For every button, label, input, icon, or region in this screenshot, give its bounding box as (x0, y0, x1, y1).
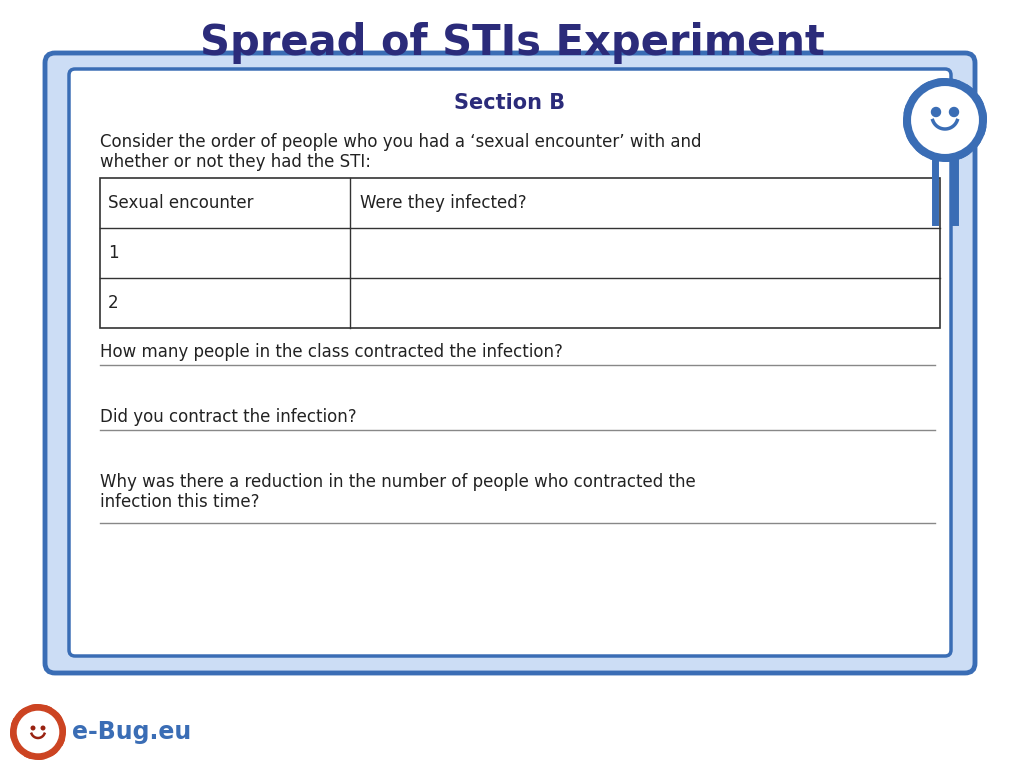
Circle shape (41, 726, 45, 730)
Wedge shape (974, 95, 984, 107)
Circle shape (10, 704, 66, 760)
Circle shape (949, 108, 958, 117)
Wedge shape (38, 753, 45, 760)
Text: 2: 2 (108, 294, 119, 312)
Circle shape (16, 710, 60, 754)
Text: whether or not they had the STI:: whether or not they had the STI: (100, 153, 371, 171)
Wedge shape (970, 138, 981, 150)
Circle shape (31, 726, 36, 730)
Wedge shape (10, 732, 16, 740)
Wedge shape (906, 134, 916, 144)
Circle shape (932, 108, 940, 117)
Wedge shape (945, 154, 954, 162)
Text: Sexual encounter: Sexual encounter (108, 194, 254, 212)
Wedge shape (24, 751, 33, 759)
Text: e-Bug.eu: e-Bug.eu (72, 720, 191, 744)
Wedge shape (964, 84, 975, 95)
Wedge shape (935, 78, 945, 86)
Wedge shape (11, 718, 19, 727)
Wedge shape (31, 704, 38, 710)
Wedge shape (53, 712, 62, 721)
Wedge shape (977, 125, 986, 136)
Wedge shape (18, 708, 27, 717)
Text: Consider the order of people who you had a ‘sexual encounter’ with and: Consider the order of people who you had… (100, 133, 701, 151)
Text: How many people in the class contracted the infection?: How many people in the class contracted … (100, 343, 563, 361)
Text: Why was there a reduction in the number of people who contracted the: Why was there a reduction in the number … (100, 473, 695, 491)
Circle shape (16, 710, 60, 754)
Wedge shape (903, 104, 912, 114)
Wedge shape (909, 91, 921, 101)
Circle shape (903, 78, 987, 162)
Wedge shape (57, 738, 66, 746)
Text: Section B: Section B (455, 93, 565, 113)
FancyBboxPatch shape (69, 69, 951, 656)
Wedge shape (903, 120, 911, 130)
Wedge shape (44, 705, 52, 713)
Wedge shape (13, 743, 23, 752)
Wedge shape (950, 78, 962, 88)
Circle shape (910, 85, 980, 155)
Circle shape (910, 85, 980, 155)
Text: infection this time?: infection this time? (100, 493, 259, 511)
Wedge shape (915, 144, 927, 156)
Wedge shape (921, 81, 932, 91)
Bar (100, 178, 940, 328)
Text: Spread of STIs Experiment: Spread of STIs Experiment (200, 22, 824, 64)
Text: Did you contract the infection?: Did you contract the infection? (100, 408, 356, 426)
Wedge shape (59, 725, 66, 732)
Wedge shape (958, 148, 970, 159)
Wedge shape (979, 110, 987, 120)
Wedge shape (49, 747, 57, 756)
Text: 1: 1 (108, 244, 119, 262)
FancyBboxPatch shape (45, 53, 975, 673)
Wedge shape (929, 152, 940, 161)
Text: Were they infected?: Were they infected? (360, 194, 526, 212)
